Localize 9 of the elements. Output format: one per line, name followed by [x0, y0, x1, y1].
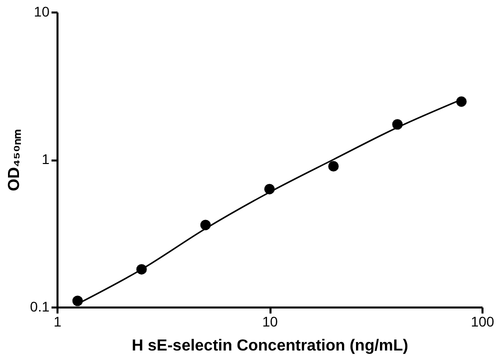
x-axis-title: H sE-selectin Concentration (ng/mL) [132, 338, 408, 354]
point [328, 161, 339, 172]
y-tick-label: 10 [34, 4, 50, 20]
x-tick-label: 1 [54, 314, 62, 330]
y-tick-label: 0.1 [30, 298, 50, 314]
x-tick-label: 10 [262, 314, 278, 330]
x-tick-label: 100 [470, 314, 494, 330]
y-axis-title: OD₄₅₀ₙₘ [6, 128, 24, 192]
y-tick-label: 1 [42, 151, 50, 167]
